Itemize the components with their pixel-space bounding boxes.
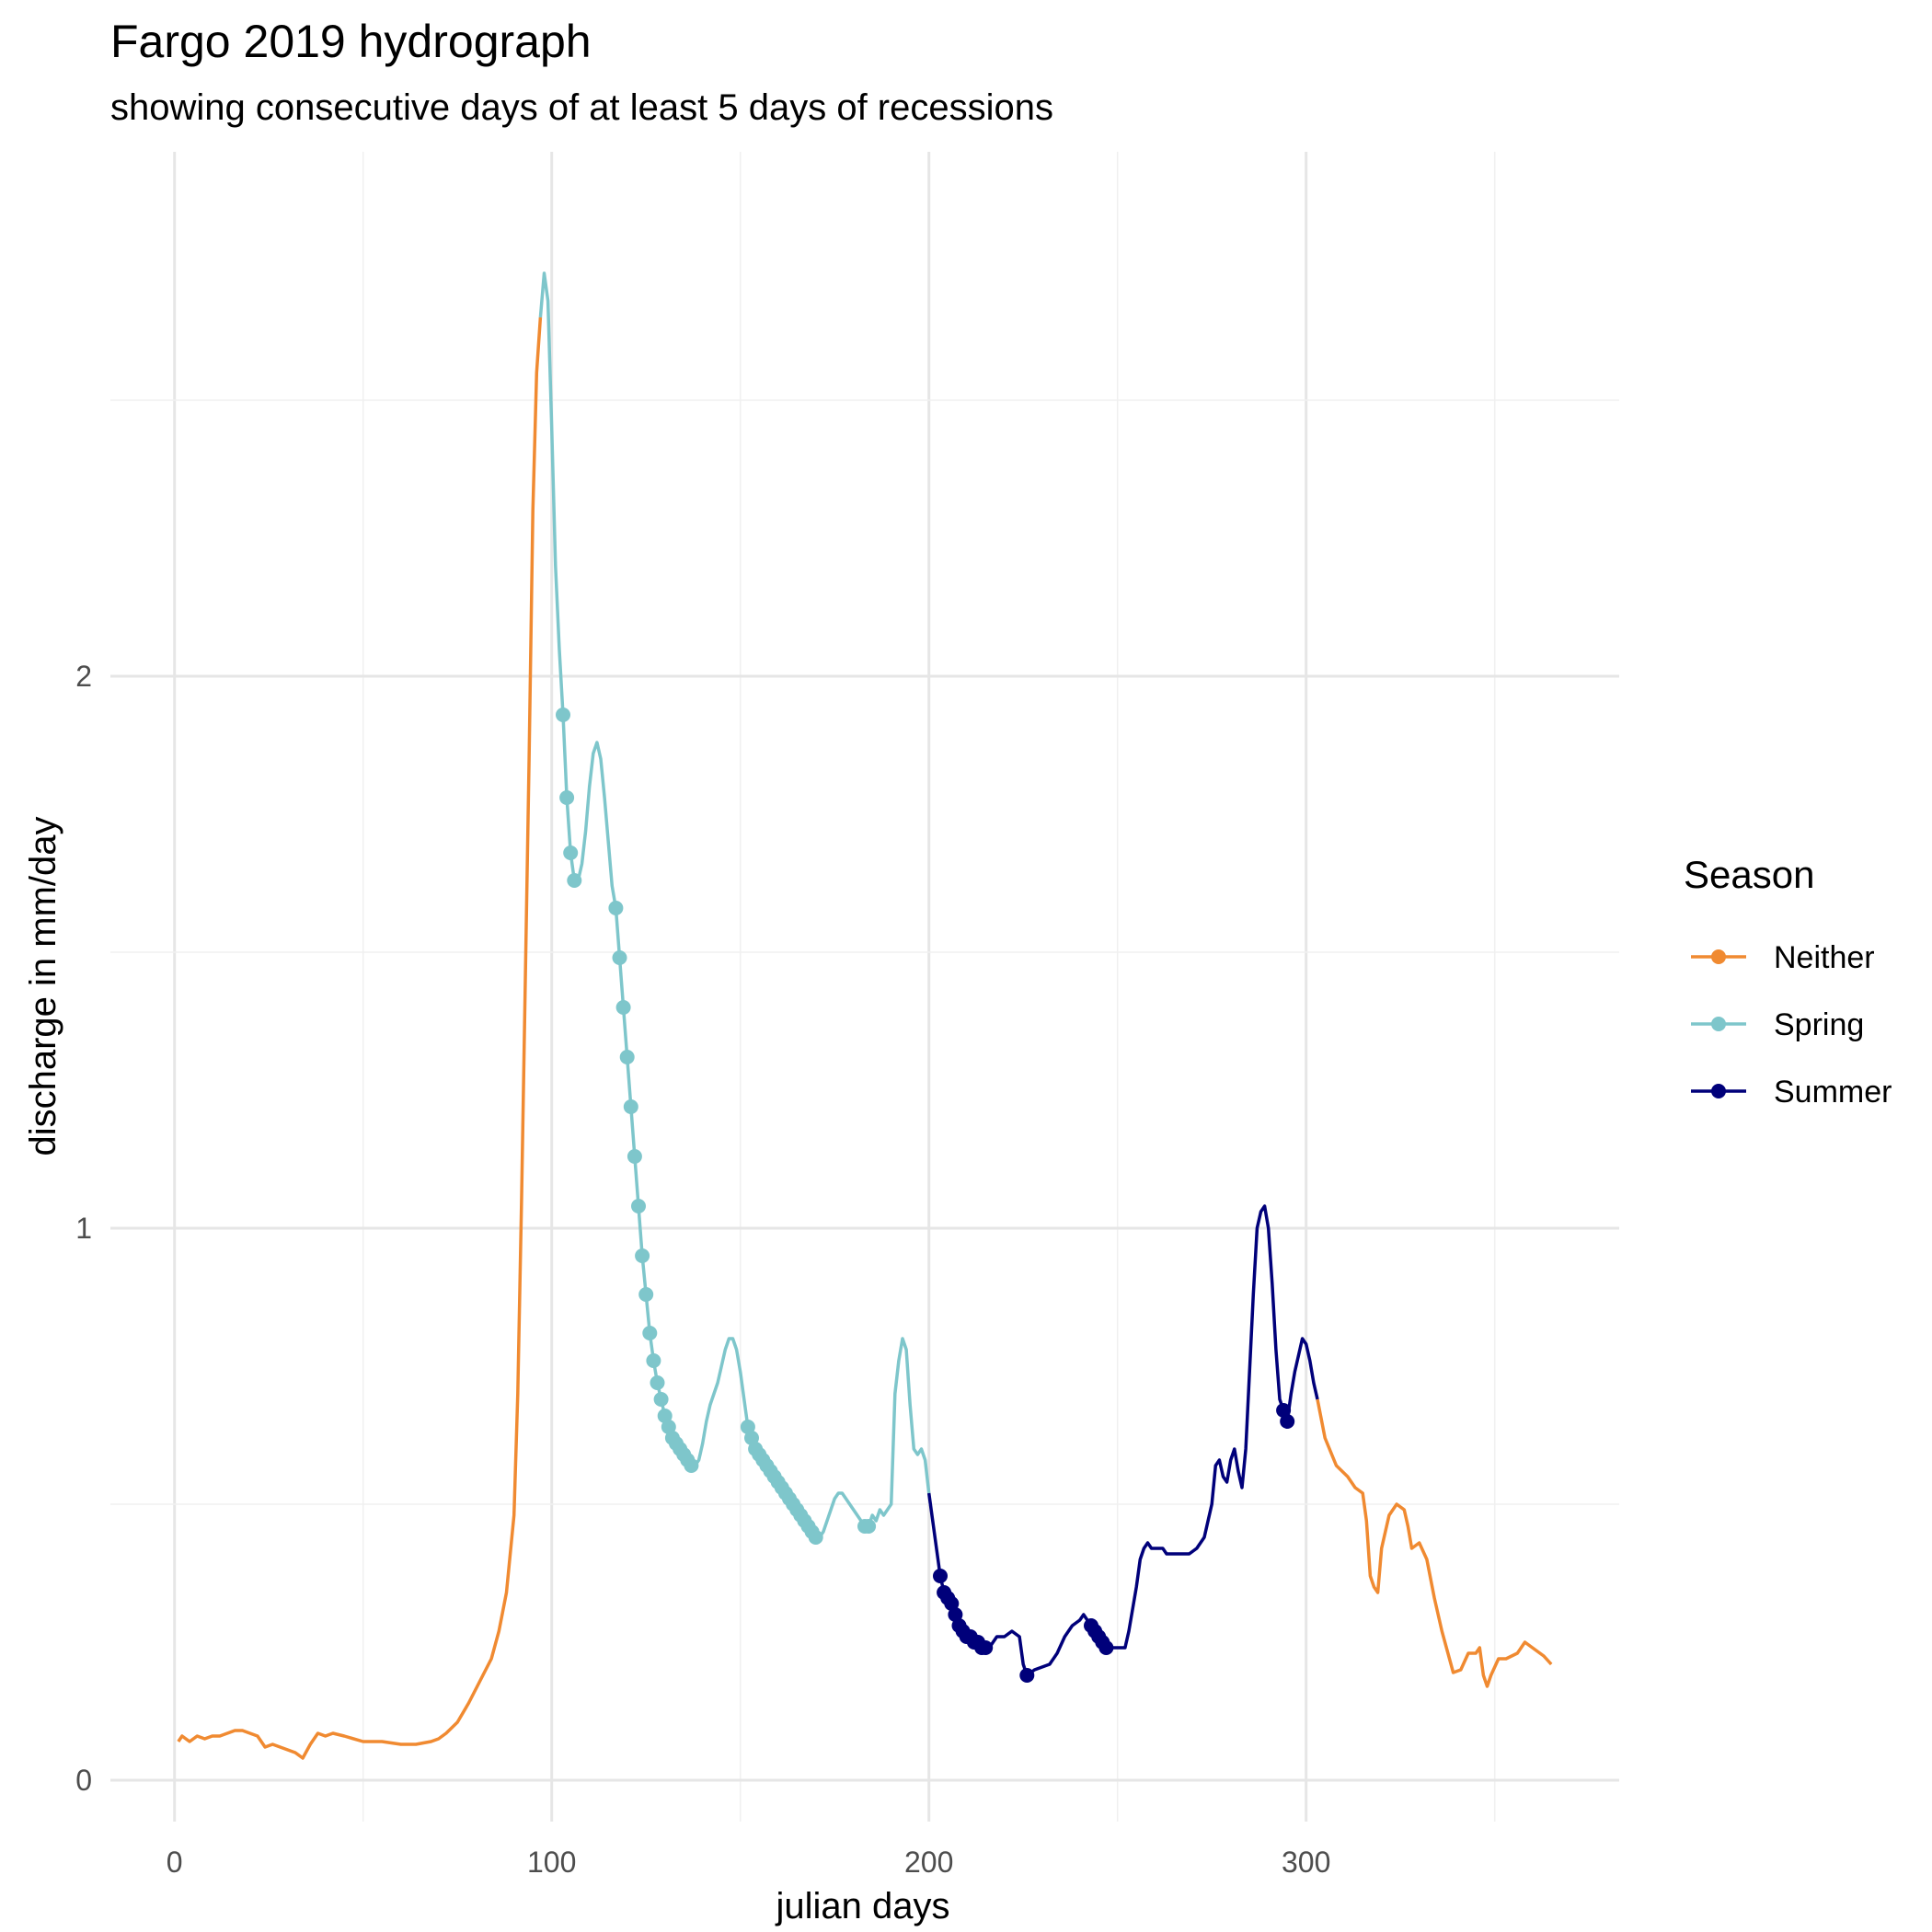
x-axis-title: julian days	[775, 1886, 949, 1926]
recession-point-spring	[631, 1199, 646, 1213]
recession-point-summer	[1019, 1668, 1035, 1683]
recession-point-spring	[657, 1409, 673, 1423]
x-tick-label: 0	[167, 1846, 183, 1879]
tick-labels: 0 100 200 300 0 1 2	[75, 660, 1330, 1879]
recession-point-spring	[559, 790, 575, 805]
chart-subtitle: showing consecutive days of at least 5 d…	[110, 87, 1053, 128]
recession-point-spring	[567, 873, 582, 888]
legend-label-spring: Spring	[1774, 1007, 1864, 1042]
chart-title: Fargo 2019 hydrograph	[110, 16, 592, 67]
legend-key-point-neither	[1711, 949, 1726, 964]
recession-point-spring	[646, 1353, 661, 1368]
x-tick-label: 300	[1282, 1846, 1330, 1879]
grid-lines	[110, 152, 1619, 1822]
recession-point-spring	[608, 901, 624, 915]
recession-point-spring	[661, 1420, 676, 1434]
recession-point-spring	[684, 1458, 699, 1473]
series-line-neither	[1316, 1398, 1553, 1688]
recession-point-spring	[808, 1530, 823, 1545]
recession-point-spring	[642, 1326, 658, 1340]
legend: Season Neither Spring Summer	[1684, 853, 1892, 1110]
x-tick-label: 100	[527, 1846, 576, 1879]
recession-point-spring	[740, 1420, 755, 1434]
recession-point-spring	[635, 1248, 650, 1263]
legend-title: Season	[1684, 853, 1814, 896]
recession-point-spring	[615, 1000, 631, 1015]
recession-point-spring	[619, 1050, 635, 1064]
series-points	[556, 707, 1295, 1683]
recession-point-spring	[650, 1375, 665, 1390]
series-lines	[177, 271, 1553, 1760]
recession-point-spring	[653, 1392, 669, 1407]
recession-point-spring	[861, 1519, 877, 1534]
recession-point-spring	[556, 707, 570, 722]
recession-point-spring	[744, 1431, 759, 1445]
series-line-spring	[538, 271, 931, 1539]
recession-point-summer	[978, 1640, 994, 1655]
recession-point-summer	[948, 1607, 963, 1622]
y-tick-label: 0	[75, 1764, 92, 1797]
x-tick-label: 200	[904, 1846, 953, 1879]
recession-point-summer	[933, 1569, 948, 1583]
recession-point-summer	[1280, 1414, 1295, 1429]
recession-point-spring	[612, 950, 627, 965]
recession-point-spring	[623, 1099, 638, 1114]
y-axis-title: discharge in mm/day	[23, 816, 63, 1156]
legend-label-summer: Summer	[1774, 1075, 1892, 1110]
recession-point-summer	[1276, 1403, 1292, 1418]
series-line-neither	[177, 316, 543, 1760]
legend-key-point-spring	[1711, 1017, 1726, 1031]
recession-point-spring	[563, 845, 579, 860]
recession-point-spring	[627, 1149, 642, 1164]
legend-key-point-summer	[1711, 1084, 1726, 1098]
y-tick-label: 2	[75, 660, 92, 693]
y-tick-label: 1	[75, 1212, 92, 1245]
recession-point-spring	[638, 1287, 654, 1302]
recession-point-summer	[1098, 1640, 1114, 1655]
recession-point-summer	[944, 1596, 960, 1611]
series-line-summer	[926, 1204, 1319, 1677]
legend-label-neither: Neither	[1774, 940, 1875, 975]
